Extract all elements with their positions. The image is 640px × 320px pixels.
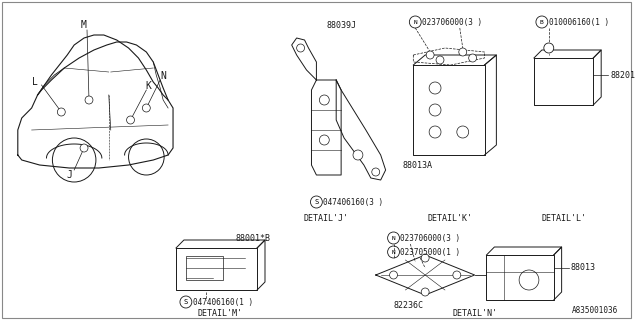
Circle shape <box>421 288 429 296</box>
Text: 023705000(1 ): 023705000(1 ) <box>401 247 461 257</box>
Text: 023706000(3 ): 023706000(3 ) <box>422 18 483 27</box>
Circle shape <box>426 51 434 59</box>
Text: S: S <box>314 199 319 205</box>
Text: DETAIL'M': DETAIL'M' <box>197 309 242 318</box>
Text: N: N <box>392 250 396 254</box>
Text: 88013A: 88013A <box>403 161 432 170</box>
Circle shape <box>421 254 429 262</box>
Circle shape <box>80 144 88 152</box>
Text: N: N <box>160 71 166 81</box>
Circle shape <box>390 271 397 279</box>
Text: DETAIL'K': DETAIL'K' <box>428 213 472 222</box>
Text: N: N <box>392 236 396 241</box>
Circle shape <box>319 95 329 105</box>
Text: 047406160(1 ): 047406160(1 ) <box>193 298 253 307</box>
Text: DETAIL'N': DETAIL'N' <box>452 309 497 318</box>
Text: DETAIL'L': DETAIL'L' <box>541 213 586 222</box>
Circle shape <box>429 126 441 138</box>
Text: 88001*B: 88001*B <box>236 234 270 243</box>
Text: M: M <box>81 20 87 30</box>
Text: 88013: 88013 <box>570 263 596 273</box>
Circle shape <box>85 96 93 104</box>
Text: B: B <box>540 20 544 25</box>
Text: L: L <box>31 77 38 87</box>
Text: DETAIL'J': DETAIL'J' <box>304 213 349 222</box>
Circle shape <box>142 104 150 112</box>
Circle shape <box>319 135 329 145</box>
Circle shape <box>127 116 134 124</box>
Circle shape <box>453 271 461 279</box>
Circle shape <box>353 150 363 160</box>
Text: 88201: 88201 <box>610 70 635 79</box>
Circle shape <box>429 104 441 116</box>
Text: K: K <box>145 81 151 91</box>
Text: N: N <box>413 20 417 25</box>
Text: A835001036: A835001036 <box>572 306 618 315</box>
Circle shape <box>436 56 444 64</box>
Circle shape <box>459 48 467 56</box>
Text: 82236C: 82236C <box>394 300 424 309</box>
Text: 88039J: 88039J <box>326 20 356 29</box>
Text: S: S <box>184 299 188 305</box>
Circle shape <box>429 82 441 94</box>
Bar <box>186 256 223 280</box>
Circle shape <box>296 44 305 52</box>
Circle shape <box>58 108 65 116</box>
Text: J: J <box>67 170 72 180</box>
Circle shape <box>457 126 468 138</box>
Text: 023706000(3 ): 023706000(3 ) <box>401 234 461 243</box>
Circle shape <box>468 54 477 62</box>
Circle shape <box>372 168 380 176</box>
Text: 010006160(1 ): 010006160(1 ) <box>548 18 609 27</box>
Text: 047406160(3 ): 047406160(3 ) <box>323 197 383 206</box>
Circle shape <box>544 43 554 53</box>
